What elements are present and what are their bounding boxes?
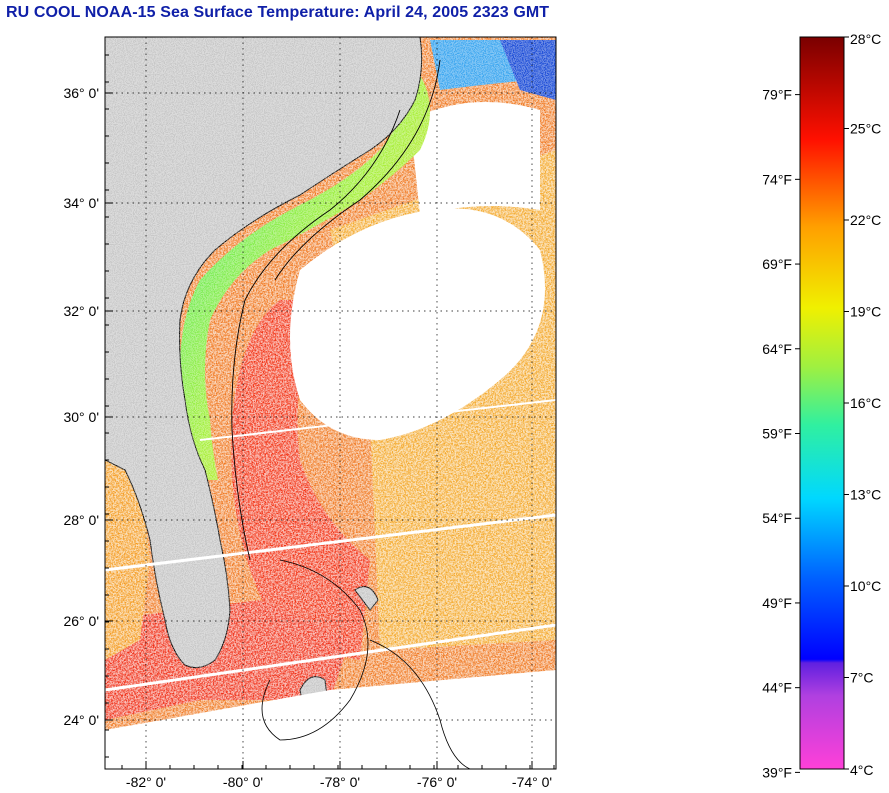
celsius-label: 19°C bbox=[850, 304, 881, 320]
fahrenheit-label: 64°F bbox=[762, 341, 792, 357]
fahrenheit-label: 69°F bbox=[762, 256, 792, 272]
celsius-label: 16°C bbox=[850, 395, 881, 411]
lat-tick-label: 34° 0' bbox=[63, 195, 99, 211]
celsius-label: 28°C bbox=[850, 31, 881, 47]
celsius-label: 4°C bbox=[850, 762, 874, 778]
lon-tick-label: -82° 0' bbox=[126, 774, 166, 790]
lat-tick-label: 32° 0' bbox=[63, 303, 99, 319]
celsius-scale: 28°C 25°C 22°C 19°C 16°C 13°C 10°C 7°C 4°C bbox=[844, 31, 881, 778]
fahrenheit-label: 59°F bbox=[762, 426, 792, 442]
map-area bbox=[105, 37, 556, 769]
lat-tick-label: 30° 0' bbox=[63, 409, 99, 425]
isobath-contour bbox=[261, 559, 369, 741]
lat-tick-label: 24° 0' bbox=[63, 712, 99, 728]
lat-tick-label: 26° 0' bbox=[63, 613, 99, 629]
lat-tick-label: 36° 0' bbox=[63, 85, 99, 101]
celsius-label: 10°C bbox=[850, 578, 881, 594]
fahrenheit-label: 44°F bbox=[762, 680, 792, 696]
lon-tick-label: -80° 0' bbox=[223, 774, 263, 790]
isobath-contour bbox=[274, 59, 441, 281]
isobath-contour bbox=[369, 639, 471, 769]
map-title: RU COOL NOAA-15 Sea Surface Temperature:… bbox=[6, 4, 550, 21]
fahrenheit-label: 49°F bbox=[762, 595, 792, 611]
lat-tick-label: 28° 0' bbox=[63, 512, 99, 528]
fahrenheit-scale: 79°F 74°F 69°F 64°F 59°F 54°F 49°F 44°F 39°F bbox=[762, 87, 800, 780]
lon-tick-label: -76° 0' bbox=[417, 774, 457, 790]
celsius-label: 22°C bbox=[850, 212, 881, 228]
map-frame bbox=[104, 36, 557, 770]
fahrenheit-label: 54°F bbox=[762, 510, 792, 526]
isobath-contour bbox=[231, 109, 401, 561]
lon-tick-label: -74° 0' bbox=[512, 774, 552, 790]
longitude-axis: -82° 0' -80° 0' -78° 0' -76° 0' -74° 0' bbox=[121, 761, 555, 790]
data-speckle bbox=[105, 37, 556, 769]
latitude-axis: 36° 0' 34° 0' 32° 0' 30° 0' 28° 0' 26° 0' 24° … bbox=[63, 54, 113, 758]
fahrenheit-label: 79°F bbox=[762, 87, 792, 103]
celsius-label: 7°C bbox=[850, 670, 874, 686]
fahrenheit-label: 74°F bbox=[762, 171, 792, 187]
graticule bbox=[105, 37, 556, 769]
sst-colorbar bbox=[799, 36, 845, 770]
celsius-label: 13°C bbox=[850, 487, 881, 503]
fahrenheit-label: 39°F bbox=[762, 764, 792, 780]
celsius-label: 25°C bbox=[850, 121, 881, 137]
lon-tick-label: -78° 0' bbox=[320, 774, 360, 790]
